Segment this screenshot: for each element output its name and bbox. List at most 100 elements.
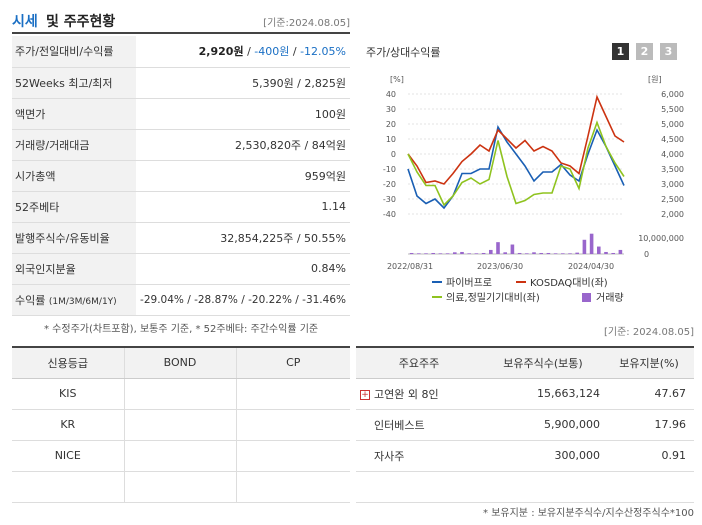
col-header: CP (236, 346, 350, 379)
volume-bar (568, 253, 572, 254)
table-row: + 고연완 외 8인 15,663,124 47.67 (356, 378, 694, 410)
price-value: 2,920원 / -400원 / -12.05% (136, 36, 350, 68)
y-left-tick: 20 (386, 120, 396, 129)
volume-bar (431, 252, 435, 254)
row-value: 5,390원 / 2,825원 (136, 67, 350, 99)
volume-bar (460, 251, 464, 254)
col-header: 보유주식수(보통) (482, 346, 604, 379)
row-label: 발행주식수/유동비율 (12, 222, 136, 254)
volume-bar (604, 251, 608, 254)
volume-bar (438, 253, 443, 254)
row-value: 959억원 (136, 160, 350, 192)
series-line (407, 94, 625, 185)
table-row: 52주베타 1.14 (12, 191, 350, 223)
holder-pct: 47.67 (604, 378, 694, 410)
y-right-tick: 5,000 (661, 120, 684, 129)
volume-bar (424, 253, 428, 254)
agency-name: KR (12, 409, 125, 441)
y-left-tick: 40 (386, 90, 396, 99)
row-label: 52주베타 (12, 191, 136, 223)
holder-pct: 17.96 (604, 409, 694, 441)
volume-bar (503, 252, 507, 254)
y-right-tick: 5,500 (661, 105, 684, 114)
y-right-tick: 2,000 (661, 210, 684, 219)
holder-name: 자사주 (356, 440, 482, 472)
legend-swatch (582, 293, 591, 302)
col-header: BOND (124, 346, 237, 379)
chart-tab-3[interactable]: 3 (660, 43, 677, 60)
table-row: 발행주식수/유동비율 32,854,225주 / 50.55% (12, 222, 350, 254)
row-value: 100원 (136, 98, 350, 130)
section-header: 시세 및 주주현황 [기준:2024.08.05] (12, 8, 350, 34)
y-left-tick: -10 (383, 165, 396, 174)
table-row: 액면가 100원 (12, 98, 350, 130)
y-right-tick: 2,500 (661, 195, 684, 204)
volume-bar (539, 252, 543, 254)
agency-name (12, 471, 125, 503)
volume-bar (597, 246, 601, 254)
volume-bar (525, 253, 529, 254)
volume-bar (445, 253, 450, 254)
y-left-tick: 30 (386, 105, 396, 114)
legend-label: KOSDAQ대비(좌) (530, 277, 608, 289)
y-left-tick: -30 (383, 195, 396, 204)
row-label: 수익률 (1M/3M/6M/1Y) (12, 284, 136, 316)
row-label: 주가/전일대비/수익률 (12, 36, 136, 68)
footnote: * 수정주가(차트포함), 보통주 기준, * 52주베타: 주간수익률 기준 (44, 324, 319, 335)
table-row: 주가/전일대비/수익률 2,920원 / -400원 / -12.05% (12, 36, 350, 68)
table-row: 자사주 300,000 0.91 (356, 440, 694, 472)
holder-footnote: * 보유지분 : 보유지분주식수/지수산정주식수*100 (483, 508, 694, 519)
volume-bar (561, 253, 565, 254)
holder-name: 인터베스트 (356, 409, 482, 441)
table-row: KIS (12, 378, 350, 410)
volume-bar (417, 253, 421, 254)
volume-bar (553, 253, 558, 254)
legend-label: 거래량 (596, 292, 624, 304)
series-line (407, 124, 625, 210)
y-left-tick: 10 (386, 135, 396, 144)
volume-bar (510, 244, 515, 254)
y-left-tick: 0 (391, 150, 396, 159)
volume-bar (481, 252, 486, 254)
chart-tab-1[interactable]: 1 (612, 43, 629, 60)
col-header: 보유지분(%) (604, 346, 694, 379)
y-left-tick: -40 (383, 210, 396, 219)
volume-bar (409, 252, 414, 254)
volume-bar (618, 249, 623, 254)
table-row (356, 471, 694, 503)
agency-name: NICE (12, 440, 125, 472)
row-label: 52Weeks 최고/최저 (12, 67, 136, 99)
bond-rating (124, 440, 237, 472)
volume-tick: 0 (644, 250, 649, 259)
y-left-unit: [%] (390, 75, 404, 84)
table-row: 시가총액 959억원 (12, 160, 350, 192)
row-value: 0.84% (136, 253, 350, 285)
major-holders-table: 주요주주 보유주식수(보통) 보유지분(%) + 고연완 외 8인 15,663,… (356, 346, 694, 503)
cp-rating (236, 409, 350, 441)
row-label: 거래량/거래대금 (12, 129, 136, 161)
volume-bar (517, 252, 522, 254)
volume-bar (467, 253, 471, 254)
table-row (12, 471, 350, 503)
volume-bar (474, 253, 479, 254)
holder-name-cell: + 고연완 외 8인 (356, 378, 482, 410)
chart-tab-2[interactable]: 2 (636, 43, 653, 60)
volume-bar (453, 252, 457, 254)
col-header: 주요주주 (356, 346, 482, 379)
holder-shares: 15,663,124 (482, 378, 604, 410)
bond-rating (124, 378, 237, 410)
holder-pct: 0.91 (604, 440, 694, 472)
volume-bar (589, 233, 594, 254)
col-header: 신용등급 (12, 346, 125, 379)
y-right-tick: 6,000 (661, 90, 684, 99)
y-left-tick: -20 (383, 180, 396, 189)
volume-bar (496, 242, 500, 254)
row-label: 액면가 (12, 98, 136, 130)
x-tick: 2024/04/30 (568, 262, 614, 271)
cp-rating (236, 440, 350, 472)
volume-bar (575, 252, 579, 254)
expand-icon[interactable]: + (360, 389, 370, 400)
volume-bar (532, 252, 536, 254)
volume-tick: 10,000,000 (638, 234, 684, 243)
section-subtitle: 및 주주현황 (46, 14, 116, 30)
